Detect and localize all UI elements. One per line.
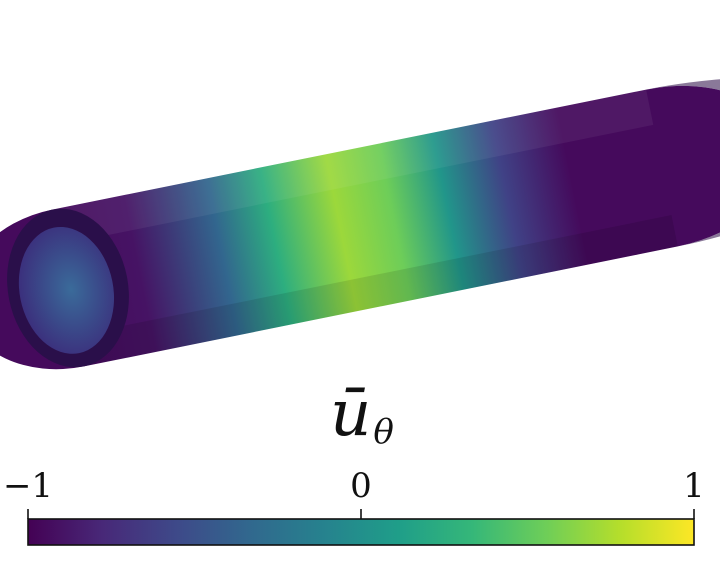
colorbar-title: ūθ — [330, 377, 394, 452]
colorbar-title-subscript: θ — [373, 412, 393, 452]
colorbar-tick-label: 1 — [683, 466, 705, 506]
tube-inner-wall — [18, 226, 115, 354]
colorbar-tick-label: −1 — [3, 466, 53, 506]
colorbar-tick-label: 0 — [350, 466, 372, 506]
colorbar-title-symbol: ū — [330, 377, 371, 451]
tube-shading — [52, 89, 654, 245]
colorbar-bar — [27, 518, 695, 546]
tube-shading-dark — [77, 215, 678, 367]
tube-body — [0, 85, 720, 370]
colorbar: ūθ −1 0 1 — [3, 377, 705, 546]
tube — [0, 79, 720, 370]
colorbar-ticks: −1 0 1 — [3, 466, 705, 519]
